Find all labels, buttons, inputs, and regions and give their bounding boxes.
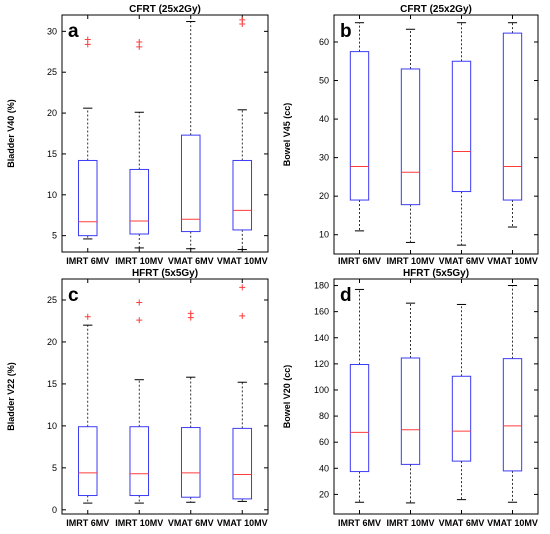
y-tick-label: 5 xyxy=(52,463,57,473)
box-iqr xyxy=(77,159,98,237)
x-category-label: IMRT 10MV xyxy=(115,256,163,266)
outlier-marker xyxy=(187,310,194,317)
panel-title: HFRT (5x5Gy) xyxy=(403,268,469,279)
y-tick-label: 10 xyxy=(47,421,57,431)
y-tick-label: 20 xyxy=(319,191,329,201)
panel-title: HFRT (5x5Gy) xyxy=(132,268,198,279)
y-tick-label: 20 xyxy=(47,108,57,118)
y-axis-label: Bladder V40 (%) xyxy=(6,99,16,168)
y-tick-label: 25 xyxy=(47,67,57,77)
panel-letter: a xyxy=(68,21,79,42)
y-axis-label: Bladder V22 (%) xyxy=(6,362,16,431)
y-tick-label: 40 xyxy=(319,463,329,473)
y-axis-label: Bowel V45 (cc) xyxy=(282,103,292,167)
box-iqr xyxy=(77,426,98,497)
outlier-marker xyxy=(84,36,91,43)
box-iqr xyxy=(502,32,523,201)
outlier-marker xyxy=(136,299,143,306)
x-category-label: VMAT 6MV xyxy=(439,518,485,528)
y-tick-label: 5 xyxy=(52,231,57,241)
x-category-label: VMAT 10MV xyxy=(487,518,538,528)
box-iqr xyxy=(502,358,523,472)
y-tick-label: 0 xyxy=(52,505,57,515)
x-category-label: IMRT 6MV xyxy=(66,518,109,528)
x-category-label: VMAT 6MV xyxy=(168,518,214,528)
outlier-marker xyxy=(239,312,246,319)
box-iqr xyxy=(400,357,421,465)
x-category-label: IMRT 6MV xyxy=(338,256,381,266)
chart-panel-c: HFRT (5x5Gy) 0 5 10 15 20 25 Bladder V22 (%) c IM… xyxy=(6,268,269,528)
panel-title: CFRT (25x2Gy) xyxy=(400,4,472,15)
x-category-label: IMRT 10MV xyxy=(115,518,163,528)
box-iqr xyxy=(180,427,201,498)
panel-letter: c xyxy=(68,285,79,306)
x-category-label: VMAT 6MV xyxy=(168,256,214,266)
box-iqr xyxy=(129,426,150,497)
x-category-label: VMAT 10MV xyxy=(217,256,268,266)
outlier-marker xyxy=(239,284,246,291)
y-tick-label: 140 xyxy=(314,333,329,343)
x-category-label: IMRT 10MV xyxy=(386,256,434,266)
panel-letter: b xyxy=(340,21,352,42)
box-iqr xyxy=(180,134,201,233)
y-tick-label: 30 xyxy=(319,153,329,163)
outlier-marker xyxy=(84,313,91,320)
y-tick-label: 50 xyxy=(319,76,329,86)
box-iqr xyxy=(232,159,253,231)
axes-frame xyxy=(61,278,269,515)
box-iqr xyxy=(451,375,472,462)
chart-panel-d: HFRT (5x5Gy) 20 40 60 80 100 120 140 160 180 Bowel… xyxy=(282,268,539,528)
box-iqr xyxy=(349,364,370,473)
x-category-label: IMRT 10MV xyxy=(386,518,434,528)
box-iqr xyxy=(232,427,253,500)
y-tick-label: 15 xyxy=(47,149,57,159)
x-category-label: VMAT 6MV xyxy=(439,256,485,266)
y-tick-label: 60 xyxy=(319,437,329,447)
y-tick-label: 120 xyxy=(314,359,329,369)
y-tick-label: 180 xyxy=(314,281,329,291)
chart-panel-a: CFRT (25x2Gy) 5 10 15 20 25 30 Bladder V40 (%) a… xyxy=(6,4,269,266)
axes-frame xyxy=(333,14,539,255)
panel-letter: d xyxy=(340,285,352,306)
outlier-marker xyxy=(136,317,143,324)
chart-panel-b: CFRT (25x2Gy) 10 20 30 40 50 60 Bowel V45 (cc) b… xyxy=(282,4,539,266)
x-category-label: IMRT 6MV xyxy=(66,256,109,266)
x-category-label: IMRT 6MV xyxy=(338,518,381,528)
y-axis-label: Bowel V20 (cc) xyxy=(282,365,292,429)
y-tick-label: 60 xyxy=(319,37,329,47)
y-tick-label: 15 xyxy=(47,379,57,389)
y-tick-label: 10 xyxy=(319,230,329,240)
box-iqr xyxy=(451,60,472,193)
panel-title: CFRT (25x2Gy) xyxy=(129,4,201,15)
y-tick-label: 20 xyxy=(47,337,57,347)
outlier-marker xyxy=(136,38,143,45)
x-category-label: VMAT 10MV xyxy=(217,518,268,528)
box-iqr xyxy=(349,51,370,201)
y-tick-label: 160 xyxy=(314,307,329,317)
y-tick-label: 100 xyxy=(314,385,329,395)
y-tick-label: 25 xyxy=(47,295,57,305)
y-tick-label: 80 xyxy=(319,411,329,421)
outlier-marker xyxy=(239,16,246,23)
x-category-label: VMAT 10MV xyxy=(487,256,538,266)
y-tick-label: 10 xyxy=(47,190,57,200)
axes-frame xyxy=(61,14,269,253)
y-tick-label: 20 xyxy=(319,489,329,499)
box-iqr xyxy=(129,168,150,235)
box-iqr xyxy=(400,68,421,206)
y-tick-label: 40 xyxy=(319,114,329,124)
axes-frame xyxy=(333,278,539,515)
y-tick-label: 30 xyxy=(47,26,57,36)
